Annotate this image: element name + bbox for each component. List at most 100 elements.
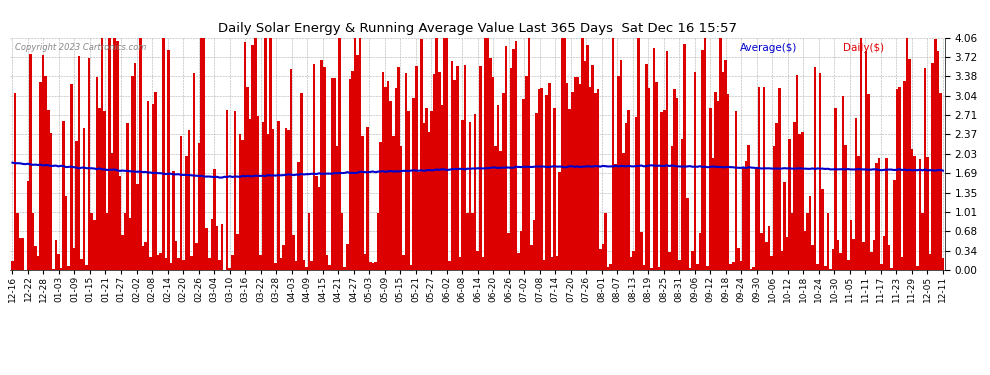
- Bar: [543, 260, 545, 270]
- Bar: [190, 256, 193, 270]
- Bar: [384, 87, 387, 270]
- Bar: [428, 132, 431, 270]
- Bar: [154, 92, 156, 270]
- Bar: [463, 65, 466, 270]
- Bar: [187, 130, 190, 270]
- Bar: [738, 248, 740, 270]
- Bar: [193, 73, 195, 270]
- Bar: [471, 213, 474, 270]
- Bar: [481, 257, 484, 270]
- Bar: [806, 213, 809, 270]
- Bar: [645, 64, 647, 270]
- Bar: [313, 64, 316, 270]
- Bar: [691, 251, 694, 270]
- Bar: [211, 219, 213, 270]
- Bar: [95, 78, 98, 270]
- Bar: [929, 254, 932, 270]
- Bar: [840, 253, 842, 270]
- Bar: [244, 42, 247, 270]
- Bar: [269, 38, 272, 270]
- Bar: [461, 120, 463, 270]
- Bar: [285, 128, 287, 270]
- Bar: [218, 260, 221, 270]
- Bar: [147, 101, 149, 270]
- Bar: [550, 257, 553, 270]
- Bar: [374, 262, 377, 270]
- Bar: [732, 262, 735, 270]
- Bar: [47, 110, 50, 270]
- Bar: [441, 105, 444, 270]
- Bar: [773, 146, 775, 270]
- Bar: [65, 196, 67, 270]
- Bar: [423, 123, 426, 270]
- Bar: [609, 264, 612, 270]
- Bar: [901, 258, 903, 270]
- Bar: [331, 78, 334, 270]
- Bar: [809, 196, 811, 270]
- Bar: [725, 60, 727, 270]
- Bar: [804, 231, 806, 270]
- Bar: [124, 213, 126, 270]
- Bar: [870, 252, 872, 270]
- Bar: [389, 102, 392, 270]
- Bar: [844, 145, 847, 270]
- Bar: [387, 81, 389, 270]
- Bar: [426, 108, 428, 270]
- Bar: [256, 116, 259, 270]
- Bar: [27, 181, 29, 270]
- Bar: [668, 252, 670, 270]
- Bar: [52, 269, 54, 270]
- Bar: [573, 77, 576, 270]
- Bar: [466, 213, 468, 270]
- Bar: [594, 93, 597, 270]
- Bar: [655, 82, 658, 270]
- Bar: [295, 261, 297, 270]
- Bar: [476, 252, 479, 270]
- Bar: [145, 242, 147, 270]
- Bar: [80, 259, 83, 270]
- Bar: [717, 101, 719, 270]
- Bar: [770, 256, 773, 270]
- Bar: [796, 75, 799, 270]
- Bar: [121, 235, 124, 270]
- Bar: [221, 224, 224, 270]
- Bar: [494, 146, 497, 270]
- Bar: [489, 58, 492, 270]
- Bar: [137, 184, 139, 270]
- Bar: [339, 38, 341, 270]
- Bar: [811, 245, 814, 270]
- Bar: [468, 123, 471, 270]
- Bar: [865, 51, 867, 270]
- Bar: [757, 87, 760, 270]
- Bar: [395, 88, 397, 270]
- Bar: [727, 94, 730, 270]
- Bar: [300, 93, 303, 270]
- Bar: [752, 267, 755, 270]
- Bar: [701, 50, 704, 270]
- Bar: [326, 255, 328, 270]
- Bar: [433, 74, 436, 270]
- Bar: [640, 232, 643, 270]
- Bar: [203, 38, 206, 270]
- Bar: [156, 255, 159, 270]
- Bar: [379, 142, 382, 270]
- Bar: [101, 38, 103, 270]
- Bar: [538, 90, 541, 270]
- Bar: [622, 153, 625, 270]
- Bar: [139, 38, 142, 270]
- Bar: [744, 161, 747, 270]
- Bar: [643, 265, 645, 270]
- Bar: [849, 220, 852, 270]
- Bar: [474, 114, 476, 270]
- Bar: [119, 177, 121, 270]
- Bar: [586, 45, 589, 270]
- Bar: [681, 139, 683, 270]
- Bar: [57, 254, 59, 270]
- Bar: [450, 61, 453, 270]
- Bar: [906, 38, 909, 270]
- Bar: [788, 139, 791, 270]
- Bar: [114, 38, 116, 270]
- Bar: [852, 239, 854, 270]
- Bar: [560, 38, 563, 270]
- Bar: [530, 245, 533, 270]
